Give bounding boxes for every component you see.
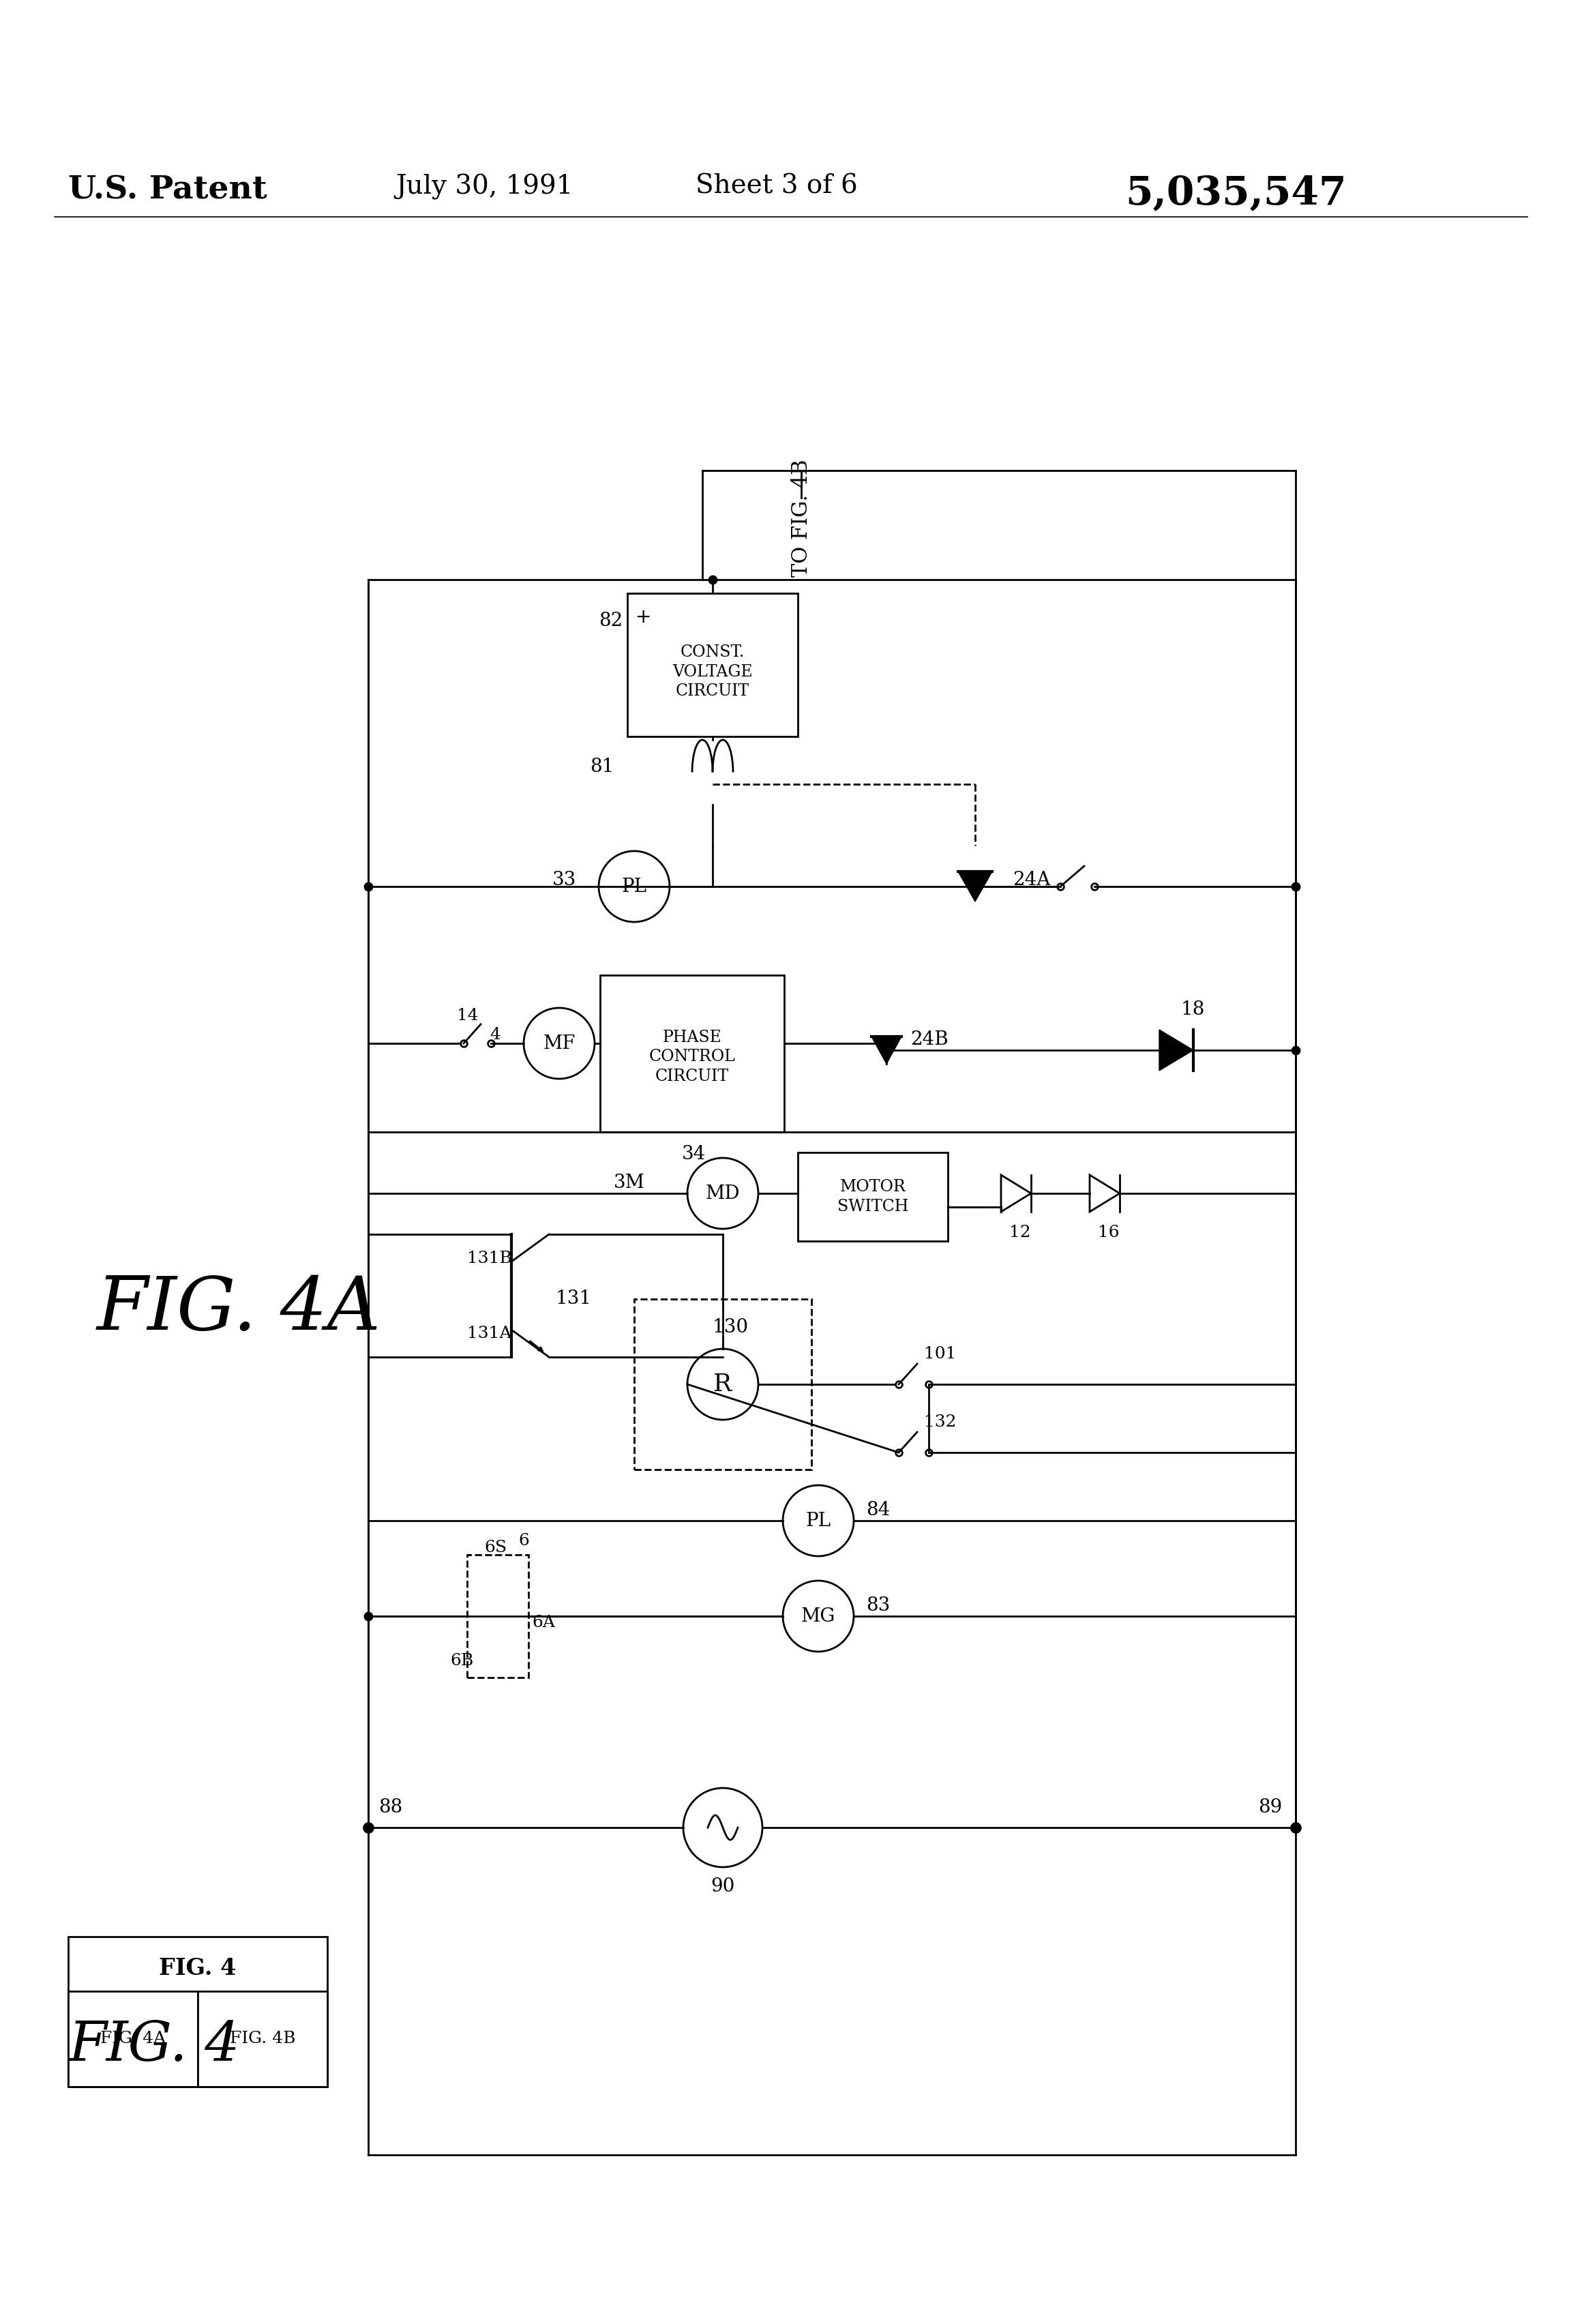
Text: 131: 131: [555, 1290, 592, 1308]
Text: MOTOR
SWITCH: MOTOR SWITCH: [837, 1178, 908, 1215]
Text: July 30, 1991: July 30, 1991: [395, 174, 573, 200]
Text: 6S: 6S: [484, 1541, 506, 1555]
Polygon shape: [959, 872, 992, 902]
Text: TO FIG. 4B: TO FIG. 4B: [791, 460, 812, 576]
Text: FIG. 4B: FIG. 4B: [229, 2031, 296, 2047]
Text: 6B: 6B: [449, 1652, 473, 1669]
Text: 6A: 6A: [532, 1615, 555, 1631]
Text: PL: PL: [622, 876, 647, 895]
Bar: [628, 593, 797, 737]
Text: 24B: 24B: [910, 1032, 948, 1048]
Text: 14: 14: [457, 1009, 478, 1025]
Text: 131A: 131A: [467, 1325, 511, 1341]
Text: 5,035,547: 5,035,547: [1125, 174, 1346, 211]
Text: PL: PL: [805, 1511, 831, 1529]
Text: U.S. Patent: U.S. Patent: [68, 174, 267, 205]
Text: FIG. 4: FIG. 4: [160, 1957, 236, 1980]
Text: R: R: [713, 1373, 732, 1397]
Text: +: +: [636, 607, 652, 627]
Text: 89: 89: [1258, 1799, 1281, 1817]
Text: 24A: 24A: [1012, 872, 1050, 888]
Text: FIG. 4A: FIG. 4A: [100, 2031, 166, 2047]
Bar: [797, 1153, 948, 1241]
Bar: [198, 1992, 327, 2087]
Text: 130: 130: [712, 1318, 748, 1336]
Text: 12: 12: [1009, 1225, 1031, 1241]
Bar: [68, 1992, 198, 2087]
Bar: [634, 1299, 812, 1469]
Text: 83: 83: [865, 1597, 891, 1615]
Text: 33: 33: [552, 872, 576, 888]
Text: 90: 90: [710, 1878, 736, 1896]
Text: 18: 18: [1182, 999, 1205, 1018]
Text: CONST.
VOLTAGE
CIRCUIT: CONST. VOLTAGE CIRCUIT: [672, 644, 753, 700]
Text: FIG. 4A: FIG. 4A: [97, 1274, 381, 1346]
Bar: [68, 1936, 327, 2087]
Text: 3M: 3M: [614, 1174, 645, 1192]
Text: MF: MF: [543, 1034, 576, 1053]
Polygon shape: [1160, 1030, 1193, 1071]
Text: 82: 82: [598, 611, 623, 630]
Polygon shape: [872, 1037, 902, 1064]
Text: MD: MD: [706, 1185, 740, 1202]
Text: 4: 4: [489, 1027, 500, 1043]
Text: 131B: 131B: [467, 1250, 513, 1267]
Text: 84: 84: [865, 1501, 891, 1520]
Bar: [467, 1555, 528, 1678]
Text: 132: 132: [924, 1413, 957, 1429]
Text: 88: 88: [378, 1799, 402, 1817]
Text: 101: 101: [924, 1346, 956, 1362]
Text: 6: 6: [519, 1534, 528, 1550]
Text: Sheet 3 of 6: Sheet 3 of 6: [696, 174, 857, 200]
Text: PHASE
CONTROL
CIRCUIT: PHASE CONTROL CIRCUIT: [649, 1030, 736, 1085]
Text: 81: 81: [590, 758, 614, 776]
Text: 16: 16: [1098, 1225, 1120, 1241]
Text: MG: MG: [800, 1606, 835, 1624]
Text: 34: 34: [682, 1146, 706, 1162]
Bar: [600, 976, 785, 1132]
Text: FIG. 4: FIG. 4: [68, 2020, 240, 2073]
